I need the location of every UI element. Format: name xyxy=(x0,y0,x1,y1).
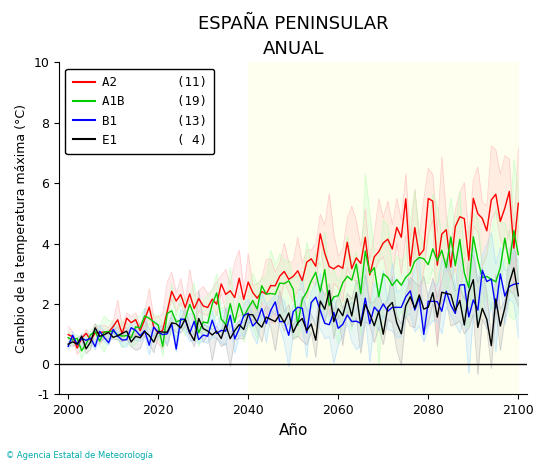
Text: © Agencia Estatal de Meteorología: © Agencia Estatal de Meteorología xyxy=(6,451,152,460)
Bar xyxy=(248,62,518,395)
X-axis label: Año: Año xyxy=(278,423,308,438)
Title: ESPAÑA PENINSULAR
ANUAL: ESPAÑA PENINSULAR ANUAL xyxy=(198,15,388,58)
Y-axis label: Cambio de la temperatura máxima (°C): Cambio de la temperatura máxima (°C) xyxy=(15,104,28,353)
Legend: A2        (11), A1B       (19), B1        (13), E1        ( 4): A2 (11), A1B (19), B1 (13), E1 ( 4) xyxy=(65,68,214,154)
